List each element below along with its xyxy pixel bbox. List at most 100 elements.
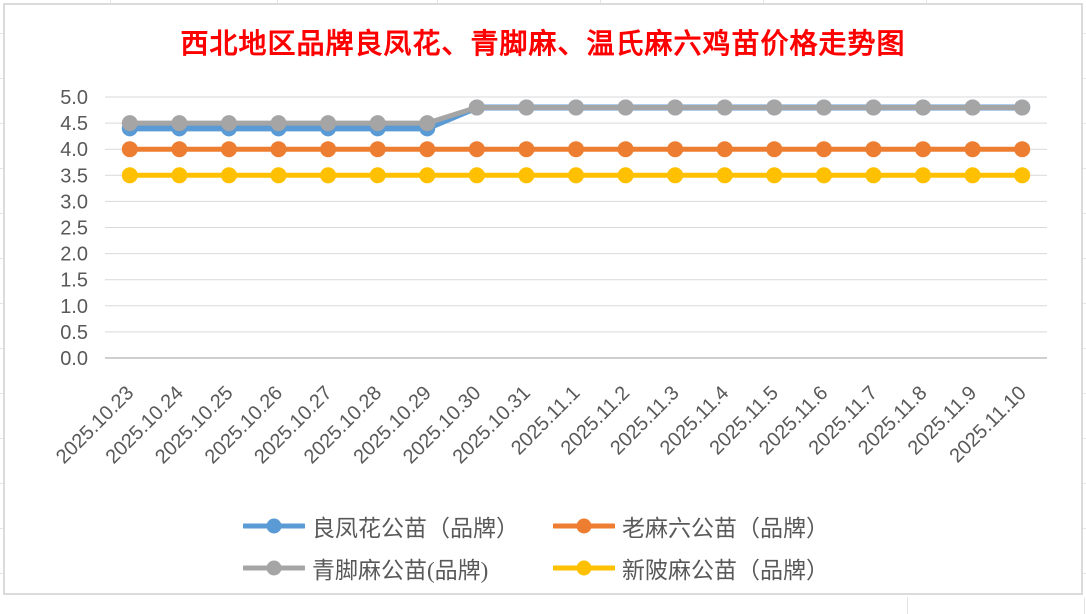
data-point-marker[interactable] (865, 99, 882, 116)
data-point-marker[interactable] (468, 141, 485, 158)
data-point-marker[interactable] (617, 99, 634, 116)
y-axis-tick-label: 5.0 (60, 87, 88, 109)
data-point-marker[interactable] (270, 141, 287, 158)
y-axis-tick-label: 4.5 (60, 113, 88, 135)
worksheet-gridline (1082, 348, 1086, 349)
y-axis-tick-label: 4.0 (60, 139, 88, 161)
worksheet-gridline (1082, 573, 1086, 574)
data-point-marker[interactable] (369, 115, 386, 132)
data-point-marker[interactable] (667, 141, 684, 158)
data-point-marker[interactable] (320, 141, 337, 158)
data-point-marker[interactable] (964, 141, 981, 158)
y-axis-tick-label: 1.0 (60, 296, 88, 318)
data-point-marker[interactable] (270, 167, 287, 184)
data-point-marker[interactable] (667, 167, 684, 184)
legend-item-1[interactable]: 老麻六公苗（品牌） (553, 508, 863, 544)
data-point-marker[interactable] (716, 141, 733, 158)
worksheet-gridline (0, 258, 3, 259)
data-point-marker[interactable] (568, 141, 584, 158)
legend-marker-icon (553, 518, 615, 534)
data-point-marker[interactable] (518, 167, 535, 184)
chart-title[interactable]: 西北地区品牌良凤花、青脚麻、温氏麻六鸡苗价格走势图 (180, 29, 906, 60)
data-point-marker[interactable] (915, 167, 932, 184)
data-point-marker[interactable] (815, 99, 832, 116)
data-point-marker[interactable] (915, 141, 932, 158)
worksheet-gridline (0, 168, 3, 169)
worksheet-gridline (926, 0, 927, 3)
data-point-marker[interactable] (220, 141, 237, 158)
data-point-marker[interactable] (419, 167, 436, 184)
y-axis-tick-label: 2.0 (60, 244, 88, 266)
worksheet-gridline (1082, 78, 1086, 79)
legend-item-label: 新陂麻公苗（品牌） (622, 558, 829, 583)
data-point-marker[interactable] (171, 141, 188, 158)
data-point-marker[interactable] (568, 167, 584, 184)
data-point-marker[interactable] (320, 115, 337, 132)
worksheet-gridline (0, 348, 3, 349)
data-point-marker[interactable] (220, 167, 237, 184)
worksheet-gridline (1082, 528, 1086, 529)
worksheet-gridline (0, 528, 3, 529)
data-point-marker[interactable] (419, 141, 436, 158)
data-point-marker[interactable] (320, 167, 337, 184)
worksheet-gridline (1082, 33, 1086, 34)
legend-item-3[interactable]: 新陂麻公苗（品牌） (553, 550, 863, 586)
data-point-marker[interactable] (716, 99, 733, 116)
worksheet-gridline (0, 393, 3, 394)
chart-border (3, 3, 1083, 595)
worksheet-gridline (0, 78, 3, 79)
data-point-marker[interactable] (270, 115, 287, 132)
data-point-marker[interactable] (518, 99, 535, 116)
data-point-marker[interactable] (1014, 99, 1031, 116)
data-point-marker[interactable] (766, 99, 783, 116)
data-point-marker[interactable] (617, 141, 634, 158)
worksheet-gridline (1082, 438, 1086, 439)
data-point-marker[interactable] (915, 99, 932, 116)
worksheet-gridline (1082, 213, 1086, 214)
data-point-marker[interactable] (171, 115, 188, 132)
legend-marker-icon (553, 560, 615, 576)
y-axis-tick-label: 3.0 (60, 191, 88, 213)
data-point-marker[interactable] (518, 141, 535, 158)
worksheet-gridline (0, 33, 3, 34)
worksheet-gridline (763, 0, 764, 3)
legend-item-label: 老麻六公苗（品牌） (622, 516, 829, 541)
worksheet-gridline (0, 123, 3, 124)
data-point-marker[interactable] (369, 141, 386, 158)
worksheet-gridline (277, 0, 278, 3)
data-point-marker[interactable] (220, 115, 237, 132)
data-point-marker[interactable] (964, 99, 981, 116)
legend-item-0[interactable]: 良凤花公苗（品牌） (243, 508, 553, 544)
data-point-marker[interactable] (865, 141, 882, 158)
data-point-marker[interactable] (419, 115, 436, 132)
worksheet-gridline (437, 0, 438, 3)
data-point-marker[interactable] (766, 167, 783, 184)
data-point-marker[interactable] (1014, 167, 1031, 184)
worksheet-gridline (1082, 258, 1086, 259)
data-point-marker[interactable] (568, 99, 584, 116)
data-point-marker[interactable] (121, 115, 138, 132)
data-point-marker[interactable] (964, 167, 981, 184)
legend-item-2[interactable]: 青脚麻公苗(品牌) (243, 550, 553, 586)
chart-legend: 良凤花公苗（品牌） 老麻六公苗（品牌） 青脚麻公苗(品牌) 新陂麻公苗（品牌） (243, 508, 863, 586)
data-point-marker[interactable] (716, 167, 733, 184)
worksheet-gridline (1082, 393, 1086, 394)
data-point-marker[interactable] (865, 167, 882, 184)
data-point-marker[interactable] (121, 167, 138, 184)
data-point-marker[interactable] (171, 167, 188, 184)
worksheet-gridline (1082, 123, 1086, 124)
data-point-marker[interactable] (1014, 141, 1031, 158)
data-point-marker[interactable] (815, 167, 832, 184)
data-point-marker[interactable] (667, 99, 684, 116)
worksheet-gridline (1082, 483, 1086, 484)
data-point-marker[interactable] (468, 99, 485, 116)
data-point-marker[interactable] (766, 141, 783, 158)
worksheet-gridline (907, 597, 908, 614)
data-point-marker[interactable] (369, 167, 386, 184)
data-point-marker[interactable] (121, 141, 138, 158)
data-point-marker[interactable] (468, 167, 485, 184)
legend-item-label: 青脚麻公苗(品牌) (312, 558, 489, 583)
data-point-marker[interactable] (617, 167, 634, 184)
data-point-marker[interactable] (815, 141, 832, 158)
